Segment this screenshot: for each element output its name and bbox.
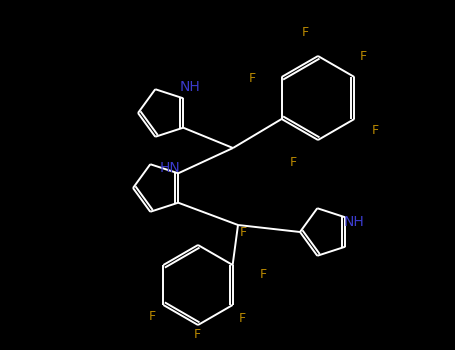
Text: F: F	[238, 312, 246, 324]
Text: F: F	[193, 329, 201, 342]
Text: HN: HN	[160, 161, 180, 175]
Text: NH: NH	[344, 215, 364, 229]
Text: F: F	[371, 124, 379, 136]
Text: F: F	[248, 71, 256, 84]
Text: F: F	[148, 309, 156, 322]
Text: F: F	[289, 155, 297, 168]
Text: NH: NH	[180, 80, 200, 94]
Text: F: F	[239, 225, 247, 238]
Text: F: F	[259, 267, 267, 280]
Text: F: F	[359, 50, 367, 63]
Text: F: F	[301, 27, 308, 40]
